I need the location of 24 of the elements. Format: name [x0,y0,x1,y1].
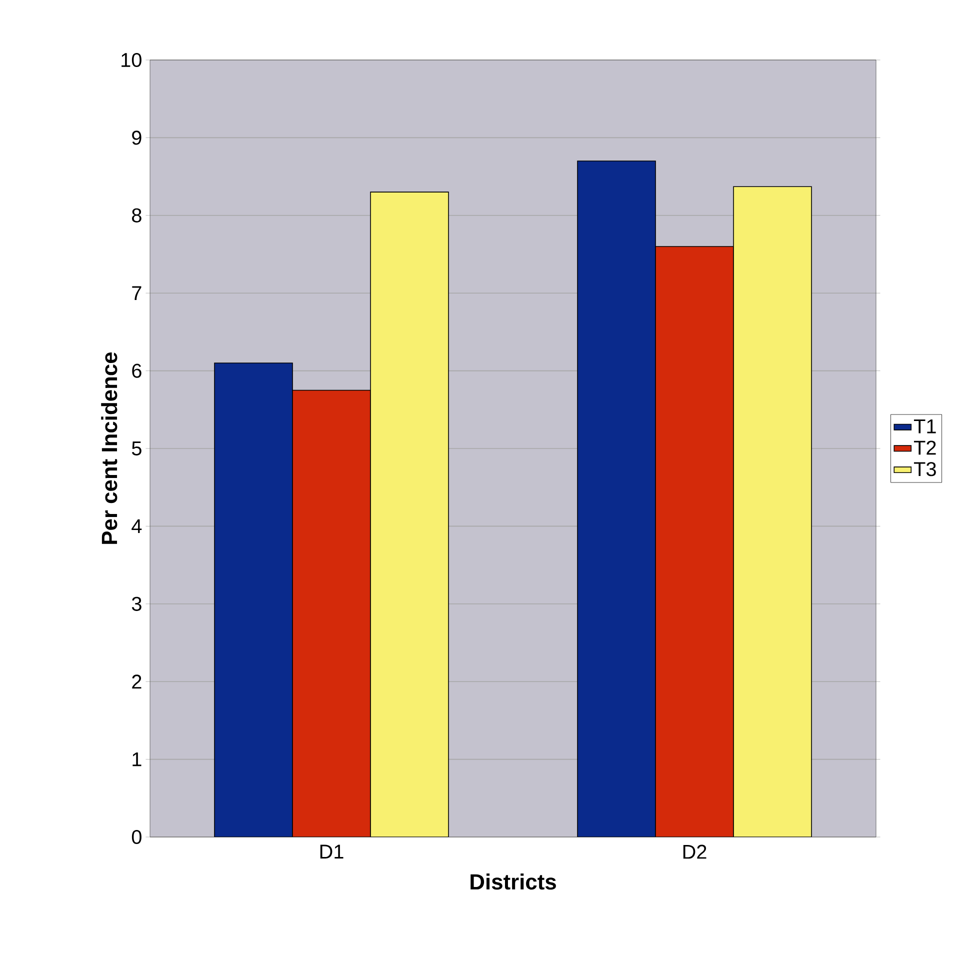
bar [214,362,293,837]
bar [733,186,812,837]
y-tick-label: 5 [132,442,142,456]
y-tick-label: 10 [122,52,142,68]
x-tick-label: D1 [320,844,344,858]
bar [655,246,734,837]
legend-label: T3 [914,462,936,476]
y-tick-label: 9 [132,130,142,145]
legend-label: T1 [914,420,936,434]
y-tick-label: 6 [132,364,142,378]
bar [292,390,371,837]
y-tick-label: 1 [132,752,142,766]
y-tick-label: 2 [132,674,142,689]
y-tick-label: 8 [132,208,142,222]
legend-label: T2 [914,440,936,455]
bar [370,192,449,837]
y-tick-label: 7 [132,286,142,300]
x-axis-title: Districts [470,874,556,890]
y-axis-title: Per cent Incidence [101,352,118,544]
y-tick-label: 3 [132,596,142,611]
x-tick-label: D2 [683,844,706,859]
y-tick-label: 0 [132,830,142,844]
bar [577,160,656,837]
y-tick-label: 4 [132,519,142,534]
